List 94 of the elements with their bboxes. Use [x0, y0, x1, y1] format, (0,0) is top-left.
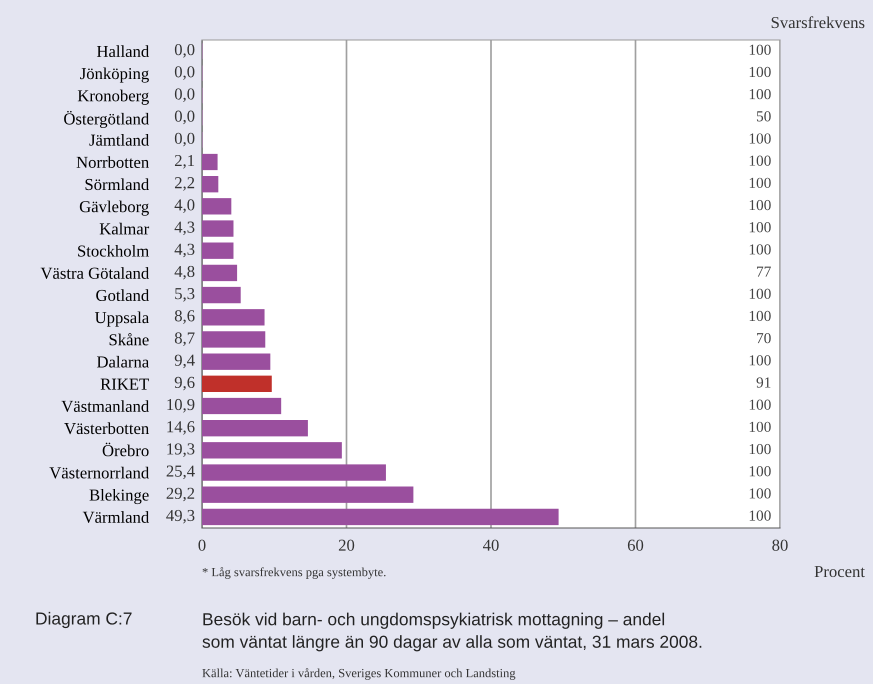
annotation: 91 — [756, 377, 770, 388]
data-label: 8,6 — [174, 310, 195, 324]
y-tick-label: Dalarna — [96, 356, 149, 368]
data-label: 49,3 — [166, 510, 194, 524]
bar — [202, 442, 342, 459]
annotation: 100 — [750, 178, 771, 188]
y-tick-label: Kronoberg — [78, 90, 149, 105]
x-tick-label: 80 — [772, 540, 788, 551]
bar — [202, 398, 282, 414]
y-tick-label: Östergötland — [64, 110, 150, 128]
bar — [202, 220, 234, 237]
bar — [202, 486, 414, 503]
annotation: 100 — [750, 488, 771, 499]
y-tick-label: Gotland — [96, 289, 150, 302]
y-tick-label: Västmanland — [61, 400, 150, 412]
data-label: 5,3 — [175, 288, 194, 302]
bar — [202, 508, 559, 526]
bar — [202, 176, 218, 192]
y-tick-label: RIKET — [100, 378, 149, 390]
bar — [202, 464, 386, 481]
text: Källa: Väntetider i vården, Sveriges Kommuner och Landsting — [202, 668, 516, 680]
annotation: 100 — [750, 444, 771, 454]
data-label: 2,1 — [174, 154, 194, 169]
annotation: 100 — [750, 244, 771, 255]
y-tick-label: Örebro — [102, 442, 149, 456]
data-label: 4,8 — [174, 266, 194, 280]
y-tick-label: Jämtland — [89, 134, 150, 146]
y-tick-label: Blekinge — [90, 488, 149, 504]
y-tick-label: Stockholm — [78, 244, 149, 257]
data-label: 2,2 — [174, 177, 194, 191]
y-tick-label: Gävleborg — [80, 200, 149, 216]
x-tick-label: 20 — [338, 540, 354, 551]
data-label: 4,3 — [174, 222, 194, 236]
data-label: 0,0 — [174, 110, 194, 124]
annotation: 100 — [750, 288, 771, 299]
annotation: 100 — [750, 133, 771, 144]
bar — [202, 331, 266, 348]
x-tick-label: 0 — [198, 540, 206, 551]
annotation: 50 — [756, 111, 771, 122]
data-label: 0,0 — [174, 44, 194, 58]
annotation: 100 — [750, 310, 771, 322]
y-tick-label: Uppsala — [94, 311, 149, 327]
bar — [202, 198, 232, 215]
data-label: 9,4 — [174, 354, 195, 368]
data-label: 29,2 — [166, 488, 194, 502]
annotation: 100 — [750, 422, 771, 432]
data-label: 8,7 — [174, 332, 195, 346]
y-tick-label: Kalmar — [100, 222, 150, 234]
y-tick-label: Västerbotten — [64, 422, 149, 434]
x-tick-label: 40 — [482, 540, 499, 551]
y-tick-label: Västernorrland — [49, 466, 150, 479]
annotation: 100 — [750, 88, 771, 100]
annotation: 100 — [750, 400, 771, 410]
data-label: 4,0 — [174, 199, 194, 213]
data-label: 0,0 — [174, 66, 194, 80]
data-label: 4,3 — [174, 244, 194, 258]
annotation: 77 — [757, 266, 771, 277]
y-tick-label: Jönköping — [80, 67, 149, 83]
text: * Låg svarsfrekvens pga systembyte. — [202, 567, 386, 579]
text: Diagram C:7 — [36, 612, 132, 628]
bar — [202, 154, 218, 170]
data-label: 0,0 — [174, 132, 194, 146]
x-axis-title: Procent — [814, 566, 865, 578]
bar — [202, 376, 272, 392]
bar — [202, 353, 270, 370]
x-tick-label: 60 — [628, 540, 644, 551]
data-label: 10,9 — [167, 398, 194, 413]
data-label: 25,4 — [166, 466, 195, 480]
y-tick-label: Halland — [96, 45, 150, 58]
bar — [202, 242, 234, 259]
bar — [202, 264, 238, 282]
y-tick-label: Värmland — [82, 511, 150, 523]
bar — [202, 286, 241, 304]
y-tick-label: Norrbotten — [76, 156, 149, 168]
bar — [202, 309, 265, 326]
y-tick-label: Skåne — [110, 333, 149, 346]
data-label: 0,0 — [174, 88, 194, 102]
annotation: 100 — [750, 44, 771, 55]
bar — [202, 420, 308, 436]
annotation: 70 — [757, 332, 771, 344]
data-label: 19,3 — [167, 443, 194, 457]
data-label: 9,6 — [174, 376, 195, 390]
y-tick-label: Sörmland — [86, 178, 150, 190]
annotation: 100 — [750, 466, 771, 476]
annotation: 100 — [750, 156, 771, 166]
text: Besök vid barn- och ungdomspsykiatrisk mottagning – andel som väntat längre än 90 dagar av alla som väntat, 31 mars 2008. — [202, 612, 702, 652]
annotation: 100 — [750, 66, 771, 78]
annotation: 100 — [750, 355, 771, 366]
y-tick-label: Västra Götaland — [40, 267, 150, 279]
annotation: 100 — [750, 200, 771, 210]
annotation: 100 — [750, 510, 771, 521]
data-label: 14,6 — [167, 421, 195, 435]
text: Svarsfrekvens — [772, 16, 864, 28]
annotation: 100 — [750, 222, 771, 232]
